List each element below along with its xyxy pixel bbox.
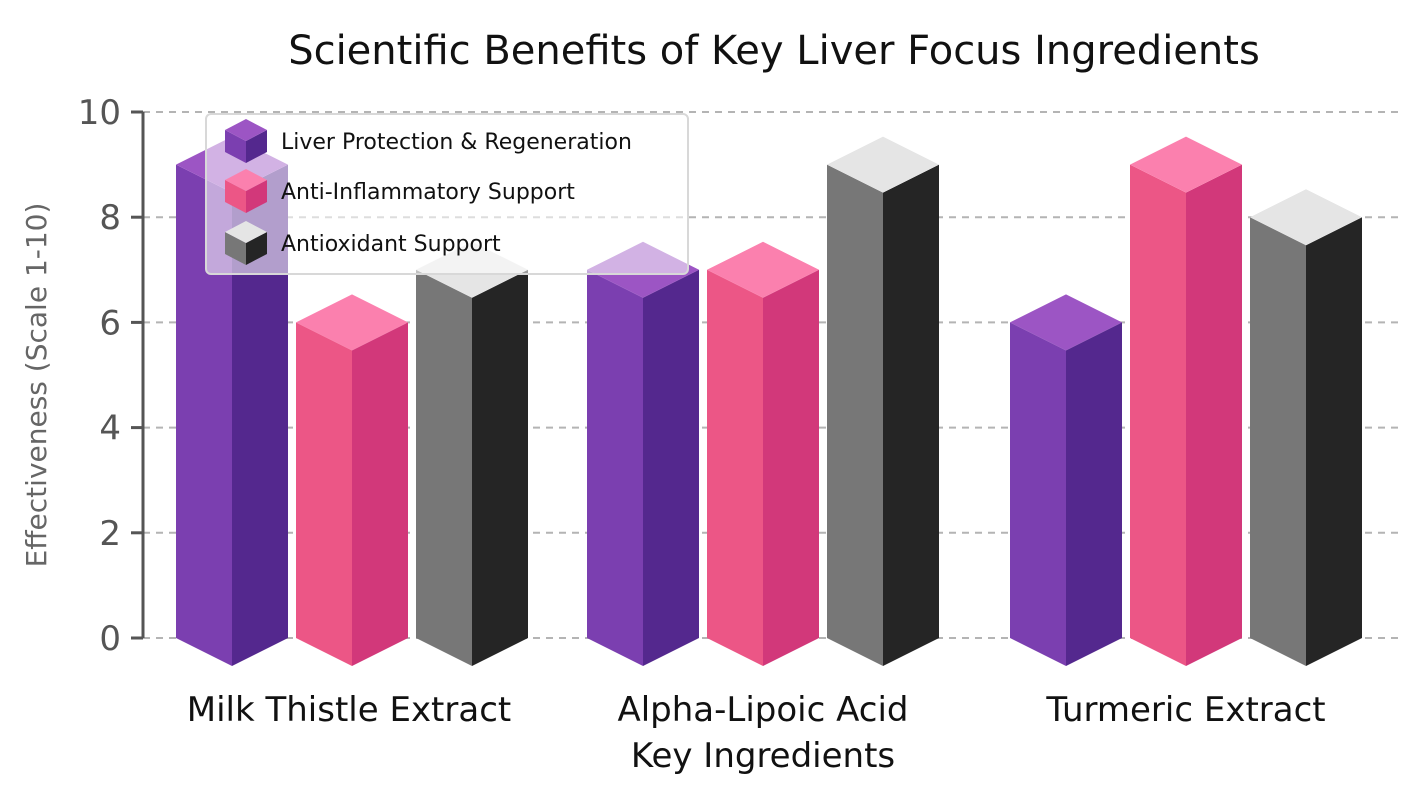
bar-top-face bbox=[827, 136, 939, 193]
bar-front-face bbox=[1250, 217, 1306, 666]
y-axis-label: Effectiveness (Scale 1-10) bbox=[20, 203, 53, 568]
bar-front-face bbox=[827, 164, 883, 666]
bar-side-face bbox=[352, 322, 408, 666]
bar-top-face bbox=[1130, 136, 1242, 193]
y-tick-label: 10 bbox=[78, 93, 121, 133]
legend-label: Antioxidant Support bbox=[281, 232, 501, 257]
y-axis: 0 2 4 6 8 10 bbox=[78, 93, 145, 659]
legend-swatch-top bbox=[225, 221, 267, 243]
legend: Liver Protection & Regeneration Anti-Infl… bbox=[205, 113, 689, 275]
bar bbox=[1250, 189, 1362, 666]
legend-swatch-2 bbox=[225, 169, 267, 213]
legend-swatch-top bbox=[225, 169, 267, 191]
y-tick-label: 6 bbox=[99, 303, 121, 343]
bar bbox=[296, 294, 408, 666]
bar-front-face bbox=[1010, 322, 1066, 666]
bar-front-face bbox=[587, 269, 643, 666]
bar bbox=[1130, 136, 1242, 666]
legend-swatch-3 bbox=[225, 221, 267, 265]
bar-top-face bbox=[296, 294, 408, 351]
category-label: Key Ingredients bbox=[631, 736, 895, 776]
bar-side-face bbox=[472, 269, 528, 666]
x-axis-labels: Milk Thistle Extract Alpha-Lipoic Acid Key… bbox=[187, 690, 1326, 776]
y-tick-label: 8 bbox=[99, 198, 121, 238]
y-tick-label: 4 bbox=[99, 409, 121, 449]
bar-front-face bbox=[296, 322, 352, 666]
y-tick-label: 0 bbox=[99, 619, 121, 659]
bar bbox=[1010, 294, 1122, 666]
bar-side-face bbox=[643, 269, 699, 666]
legend-swatch-top bbox=[225, 119, 267, 141]
bar-front-face bbox=[1130, 164, 1186, 666]
category-label: Milk Thistle Extract bbox=[187, 690, 511, 730]
legend-label: Anti-Inflammatory Support bbox=[281, 180, 575, 205]
bar bbox=[827, 136, 939, 666]
bar-side-face bbox=[1066, 322, 1122, 666]
bar bbox=[416, 241, 528, 666]
bar-side-face bbox=[763, 269, 819, 666]
legend-swatch-1 bbox=[225, 119, 267, 163]
bar-side-face bbox=[883, 164, 939, 666]
bar-top-face bbox=[1010, 294, 1122, 351]
legend-box bbox=[205, 113, 689, 275]
category-label: Turmeric Extract bbox=[1045, 690, 1325, 730]
bar-front-face bbox=[416, 269, 472, 666]
bar-top-face bbox=[707, 241, 819, 298]
bar bbox=[707, 241, 819, 666]
bar-top-face bbox=[1250, 189, 1362, 246]
bar-side-face bbox=[1306, 217, 1362, 666]
bar-front-face bbox=[176, 164, 232, 666]
bar bbox=[587, 241, 699, 666]
bars bbox=[176, 136, 1362, 666]
bar-front-face bbox=[707, 269, 763, 666]
category-label: Alpha-Lipoic Acid bbox=[617, 690, 908, 730]
legend-label: Liver Protection & Regeneration bbox=[281, 130, 632, 155]
bar-side-face bbox=[232, 164, 288, 666]
y-tick-label: 2 bbox=[99, 514, 121, 554]
bar-side-face bbox=[1186, 164, 1242, 666]
chart-title: Scientific Benefits of Key Liver Focus I… bbox=[288, 28, 1260, 74]
